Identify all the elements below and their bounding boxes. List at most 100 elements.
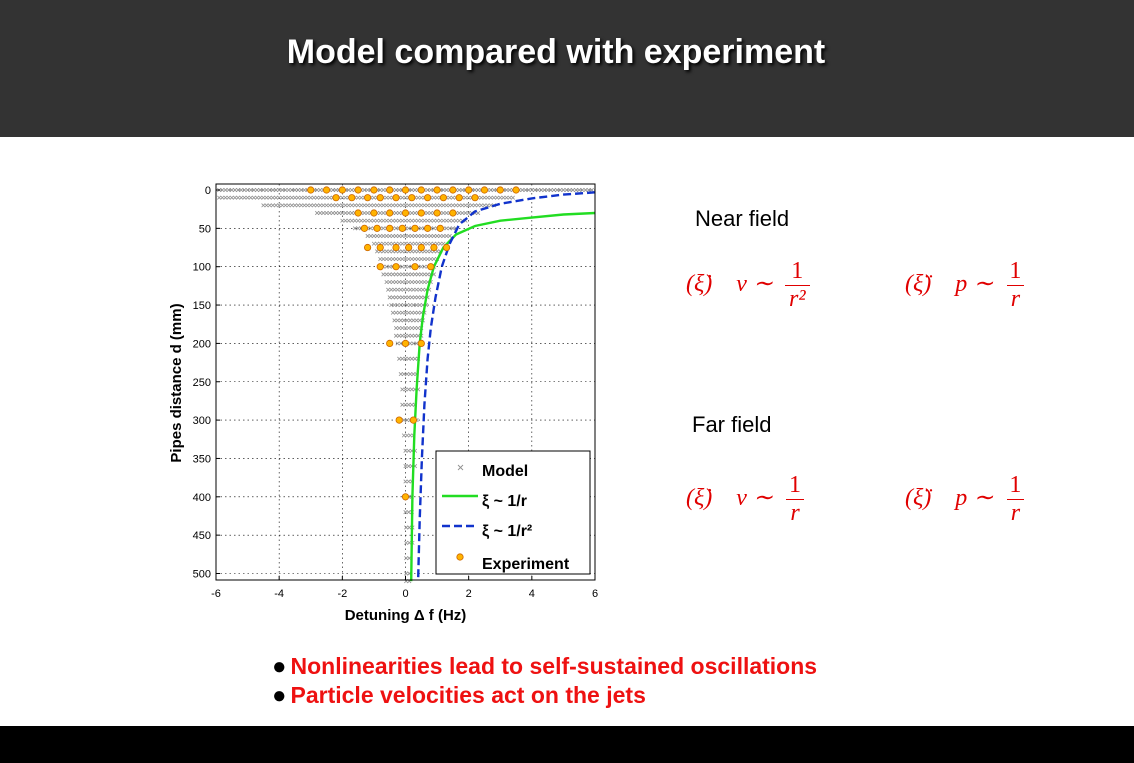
model-point [387,218,392,223]
model-point-stroke [400,402,405,407]
model-point [463,203,468,208]
x-tick-label: 2 [466,588,472,600]
model-point-stroke [393,272,399,277]
model-point [476,187,481,193]
model-point [251,187,256,193]
y-tick-label: 150 [193,300,211,312]
model-point [431,233,437,239]
model-point-stroke [397,356,402,361]
model-point-stroke [419,226,424,231]
model-point-stroke [349,218,354,223]
model-point [416,218,421,223]
model-point [403,356,408,361]
model-point [318,210,323,216]
model-point [408,318,413,323]
model-point-stroke [416,241,421,246]
model-point [299,187,304,193]
model-point-stroke [327,203,332,208]
model-point [488,203,493,208]
model-point [425,233,430,239]
model-point-stroke [414,341,419,346]
model-point [330,203,335,208]
model-point [305,203,310,208]
experiment-point [439,194,447,202]
model-point-stroke [428,187,433,193]
model-point [371,241,376,246]
model-point-stroke [416,310,421,315]
model-point-stroke [393,210,399,216]
model-point-stroke [340,203,345,208]
model-point [444,187,449,193]
model-point-stroke [419,256,424,262]
legend: Model ξ ~ 1/r ξ ~ 1/r² Experiment [435,450,591,575]
model-point [327,203,332,208]
model-point [412,272,418,277]
legend-label: Model [482,463,528,480]
model-point [330,187,335,193]
model-point-stroke [548,187,553,193]
model-point-stroke [545,187,550,193]
model-point [542,187,547,193]
model-point [400,256,405,262]
model-point-stroke [438,241,443,246]
model-point-stroke [408,371,413,377]
model-point [425,241,430,246]
model-point-stroke [349,203,354,208]
experiment-point [427,263,435,271]
model-point-stroke [397,272,402,277]
model-point [356,195,361,200]
model-point-stroke [536,187,541,193]
model-point [398,287,403,292]
model-point [381,256,386,262]
model-point-stroke [472,203,478,208]
model-point [438,218,443,223]
model-point-stroke [422,203,427,208]
eq-numerator: 1 [791,258,804,284]
model-point-stroke [384,195,389,200]
model-point-stroke [401,302,407,308]
model-point-stroke [374,203,380,208]
model-point-stroke [482,195,487,200]
model-point-stroke [393,295,399,300]
model-point-stroke [258,195,263,200]
model-point-stroke [404,433,410,438]
experiment-point [386,209,394,217]
model-point-stroke [397,295,402,300]
model-point [327,210,332,216]
model-point [343,218,348,223]
model-point [403,264,408,269]
model-point-stroke [501,195,506,200]
eq-label: (ξ̈) [905,271,932,298]
model-point-stroke [333,210,339,216]
model-point [324,203,329,208]
model-point-stroke [406,479,411,484]
y-tick-label: 300 [193,415,211,427]
model-point [532,187,538,193]
model-point-stroke [232,195,238,200]
model-point-stroke [397,333,402,338]
model-point [346,187,351,193]
model-point [409,187,414,193]
experiment-point [411,224,419,232]
model-point [463,195,468,200]
model-point-stroke [343,218,348,223]
model-point-stroke [403,356,408,361]
model-point-stroke [406,310,411,315]
model-point-stroke [416,279,421,285]
model-point [390,272,395,277]
model-point-stroke [447,233,452,239]
model-point-stroke [417,318,422,323]
model-point-stroke [384,249,389,254]
model-point-stroke [403,402,408,407]
model-point-stroke [371,233,376,239]
model-point-stroke [270,195,275,200]
model-point [232,195,238,200]
model-point-stroke [349,187,354,193]
model-point-stroke [395,318,400,323]
model-point-stroke [447,226,452,231]
model-point-stroke [450,203,455,208]
model-point [403,387,408,392]
model-point [401,371,407,377]
model-point [403,479,408,484]
